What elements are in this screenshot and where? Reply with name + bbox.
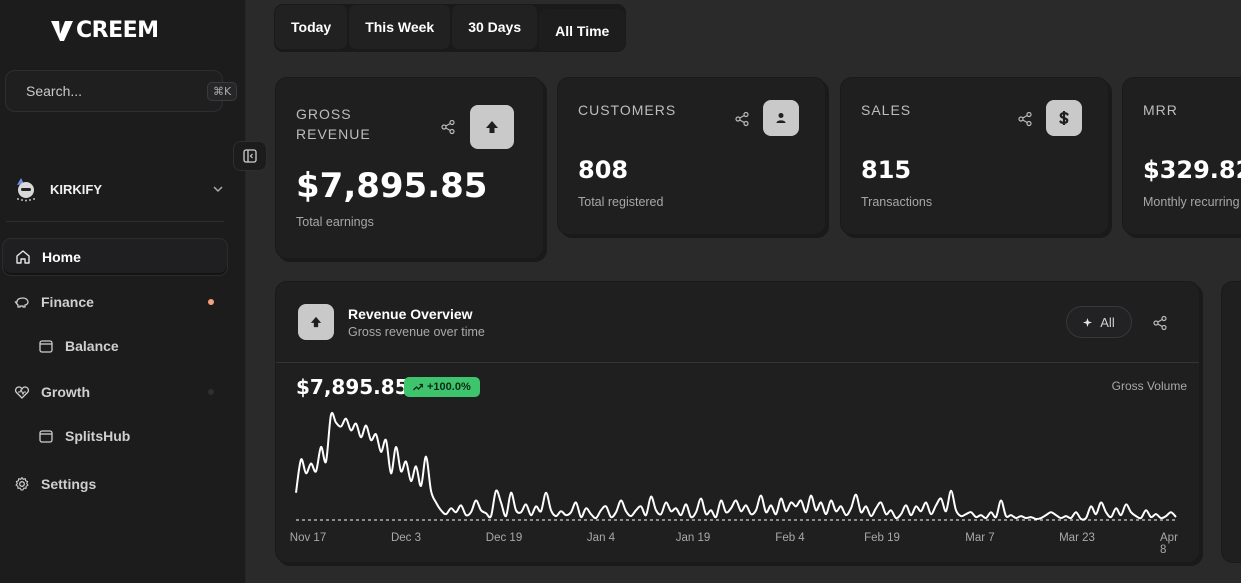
panel-subtitle: Gross revenue over time xyxy=(348,325,485,339)
gross-revenue-card: GROSS REVENUE $7,895.85 Total earnings xyxy=(275,77,544,259)
gear-icon xyxy=(15,476,29,491)
panel-divider xyxy=(276,362,1199,363)
share-icon[interactable] xyxy=(440,119,456,135)
wallet-icon xyxy=(39,430,53,443)
sidebar-item-finance[interactable]: Finance xyxy=(2,283,228,321)
card-value: 808 xyxy=(578,156,629,184)
share-icon[interactable] xyxy=(1017,111,1033,127)
revenue-total: $7,895.85 xyxy=(296,375,409,399)
sidebar-item-balance[interactable]: Balance xyxy=(2,327,228,365)
x-tick-label: Apr 8 xyxy=(1160,532,1178,556)
revenue-line-chart xyxy=(295,412,1177,521)
revenue-panel-icon-box xyxy=(298,304,334,340)
share-icon[interactable] xyxy=(1152,315,1168,331)
filter-label: All xyxy=(1100,314,1115,330)
tab-this-week[interactable]: This Week xyxy=(349,5,451,49)
sidebar-item-label: Balance xyxy=(65,338,119,354)
trending-up-icon xyxy=(413,383,423,391)
revenue-icon-box xyxy=(470,105,514,149)
filter-all-button[interactable]: All xyxy=(1066,306,1132,338)
x-tick-label: Dec 3 xyxy=(390,532,422,544)
collapse-sidebar-button[interactable] xyxy=(233,141,267,171)
sidebar-item-label: Settings xyxy=(41,476,97,492)
search-input[interactable] xyxy=(26,83,207,99)
user-icon xyxy=(776,113,786,123)
workspace-avatar-icon xyxy=(17,178,35,202)
change-badge: +100.0% xyxy=(404,377,480,397)
card-label: CUSTOMERS xyxy=(578,102,677,118)
card-value: $7,895.85 xyxy=(296,166,488,206)
sidebar-item-growth[interactable]: Growth xyxy=(2,373,228,411)
card-value: $329.82 xyxy=(1143,156,1241,184)
x-tick-label: Feb 19 xyxy=(864,532,900,544)
sales-card: SALES 815 Transactions xyxy=(840,77,1109,235)
x-tick-label: Mar 23 xyxy=(1059,532,1095,544)
sidebar-item-label: Home xyxy=(42,249,81,265)
customers-card: CUSTOMERS 808 Total registered xyxy=(557,77,826,235)
x-tick-label: Feb 4 xyxy=(775,532,805,544)
search-box[interactable]: ⌘K xyxy=(5,70,238,112)
sidebar-collapse-icon xyxy=(243,149,257,163)
x-tick-label: Mar 7 xyxy=(965,532,995,544)
sidebar-item-settings[interactable]: Settings xyxy=(2,465,228,503)
heart-pulse-icon xyxy=(14,386,30,399)
creem-logo-icon xyxy=(51,20,73,41)
tab-today[interactable]: Today xyxy=(275,5,348,49)
series-line-gross-volume xyxy=(295,412,1177,521)
side-panel-edge xyxy=(1221,281,1241,563)
home-icon xyxy=(16,250,30,264)
tab-30-days[interactable]: 30 Days xyxy=(452,5,538,49)
workspace-switcher[interactable]: KIRKIFY xyxy=(12,172,224,206)
sparkle-icon xyxy=(1083,317,1093,327)
panel-title: Revenue Overview xyxy=(348,306,473,322)
sidebar: CREEM ⌘K KIRKIFY Home Finance xyxy=(0,0,246,583)
arrow-up-icon xyxy=(310,316,322,328)
card-label: MRR xyxy=(1143,102,1178,118)
notification-dot xyxy=(208,299,214,305)
sidebar-item-splitshub[interactable]: SplitsHub xyxy=(2,417,228,455)
time-range-tabs: Today This Week 30 Days All Time xyxy=(274,4,627,52)
share-icon[interactable] xyxy=(734,111,750,127)
series-label: Gross Volume xyxy=(1111,379,1187,393)
card-sub: Transactions xyxy=(861,195,933,209)
dollar-icon xyxy=(1059,111,1069,125)
wallet-icon xyxy=(39,340,53,353)
card-sub: Monthly recurring xyxy=(1143,195,1240,209)
piggy-bank-icon xyxy=(14,297,29,308)
notification-dot xyxy=(208,389,214,395)
chevron-down-icon xyxy=(213,186,223,193)
card-label: GROSS REVENUE xyxy=(296,106,371,142)
change-value: +100.0% xyxy=(427,381,471,393)
card-value: 815 xyxy=(861,156,912,184)
sales-icon-box xyxy=(1046,100,1082,136)
card-sub: Total registered xyxy=(578,195,664,209)
x-tick-label: Jan 4 xyxy=(586,532,616,544)
workspace-name: KIRKIFY xyxy=(50,181,102,197)
arrow-up-icon xyxy=(486,121,498,133)
revenue-overview-panel: Revenue Overview Gross revenue over time… xyxy=(275,281,1200,563)
sidebar-item-label: Finance xyxy=(41,294,94,310)
x-tick-label: Dec 19 xyxy=(485,532,523,544)
mrr-card: MRR $329.82 Monthly recurring xyxy=(1122,77,1241,235)
sidebar-item-label: SplitsHub xyxy=(65,428,131,444)
tab-all-time[interactable]: All Time xyxy=(539,9,626,51)
x-tick-label: Nov 17 xyxy=(289,532,327,544)
card-sub: Total earnings xyxy=(296,215,374,229)
logo-text: CREEM xyxy=(76,18,159,43)
sidebar-divider xyxy=(6,221,224,222)
customers-icon-box xyxy=(763,100,799,136)
creem-logo[interactable]: CREEM xyxy=(50,18,159,43)
x-tick-label: Jan 19 xyxy=(675,532,711,544)
sidebar-item-home[interactable]: Home xyxy=(2,238,228,276)
card-label: SALES xyxy=(861,102,912,118)
sidebar-item-label: Growth xyxy=(41,384,90,400)
search-shortcut: ⌘K xyxy=(207,81,238,101)
